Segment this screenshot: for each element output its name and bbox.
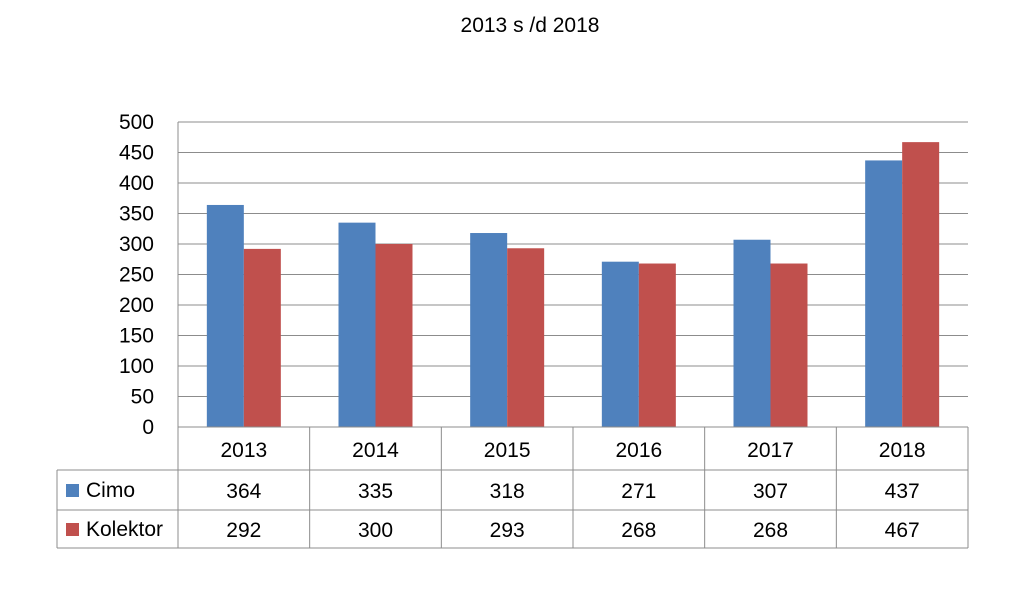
y-tick-label: 350 — [119, 203, 154, 226]
x-tick-label: 2014 — [352, 439, 399, 462]
data-table-cell: 467 — [885, 519, 920, 542]
data-table-cell: 318 — [490, 480, 525, 503]
y-tick-label: 0 — [142, 416, 154, 439]
y-tick-label: 500 — [119, 111, 154, 134]
data-table-cell: 271 — [621, 480, 656, 503]
bar-cimo-2015 — [470, 233, 508, 427]
data-table-cell: 300 — [358, 519, 393, 542]
y-tick-label: 400 — [119, 172, 154, 195]
y-tick-label: 150 — [119, 325, 154, 348]
y-tick-label: 100 — [119, 355, 154, 378]
data-table-cell: 268 — [753, 519, 788, 542]
data-table-cell: 307 — [753, 480, 788, 503]
legend-label: Cimo — [86, 479, 135, 502]
data-table-cell: 293 — [490, 519, 525, 542]
bar-kolektor-2015 — [507, 248, 545, 427]
legend-swatch — [66, 484, 79, 497]
bar-kolektor-2016 — [638, 263, 676, 427]
bar-kolektor-2017 — [770, 263, 808, 427]
bar-kolektor-2013 — [243, 248, 281, 427]
data-table-cell: 437 — [885, 480, 920, 503]
bar-cimo-2014 — [338, 222, 376, 427]
x-tick-label: 2018 — [879, 439, 926, 462]
y-tick-label: 250 — [119, 264, 154, 287]
bar-cimo-2017 — [733, 239, 771, 427]
chart-title: 2013 s /d 2018 — [461, 14, 600, 37]
y-tick-label: 50 — [131, 386, 154, 409]
bars — [206, 142, 940, 427]
x-tick-label: 2016 — [615, 439, 662, 462]
bar-kolektor-2018 — [902, 142, 940, 427]
gridlines — [178, 121, 968, 428]
bar-kolektor-2014 — [375, 244, 413, 427]
y-tick-label: 200 — [119, 294, 154, 317]
x-tick-label: 2013 — [220, 439, 267, 462]
x-tick-label: 2015 — [484, 439, 531, 462]
y-axis: 0 50 100 150 200 250 300 350 400 450 500 — [119, 111, 179, 439]
bar-cimo-2018 — [865, 160, 903, 427]
bar-cimo-2013 — [206, 204, 244, 427]
data-table-cell: 364 — [226, 480, 261, 503]
y-tick-label: 300 — [119, 233, 154, 256]
data-table-cell: 268 — [621, 519, 656, 542]
x-tick-label: 2017 — [747, 439, 794, 462]
legend-label: Kolektor — [86, 518, 163, 541]
bar-cimo-2016 — [601, 261, 639, 427]
y-tick-label: 450 — [119, 142, 154, 165]
data-table-cell: 292 — [226, 519, 261, 542]
data-table-cell: 335 — [358, 480, 393, 503]
legend-swatch — [66, 523, 79, 536]
data-table: 2013 2014 2015 2016 2017 2018 Cimo 364 335 318 271… — [56, 426, 969, 549]
